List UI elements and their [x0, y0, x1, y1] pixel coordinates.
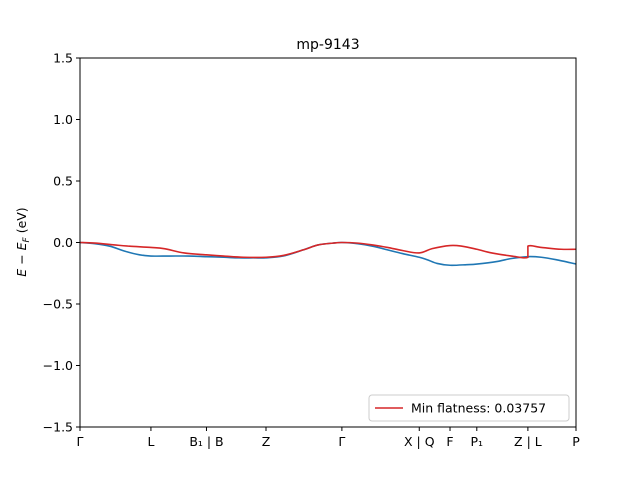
x-tick-label: P [572, 434, 580, 449]
y-tick-label: 1.5 [53, 51, 73, 66]
x-tick-label: Z [262, 434, 271, 449]
y-axis: −1.5 −1.0 −0.5 0.0 0.5 1.0 1.5 [43, 51, 80, 435]
chart-title: mp-9143 [296, 37, 359, 53]
x-tick-label: Γ [338, 434, 345, 449]
plot-frame [79, 57, 577, 428]
x-tick-label: Γ [77, 434, 84, 449]
legend: Min flatness: 0.03757 [368, 394, 570, 422]
legend-label: Min flatness: 0.03757 [411, 401, 546, 416]
x-axis: Γ L B₁ | B Z Γ X | Q F P₁ Z | L P [77, 427, 580, 449]
x-tick-label: F [446, 434, 453, 449]
y-tick-label: 1.0 [53, 112, 73, 127]
x-tick-label: X | Q [404, 434, 435, 449]
x-tick-label: Z | L [514, 434, 542, 449]
y-tick-label: −1.5 [43, 420, 73, 435]
y-tick-label: −0.5 [43, 297, 73, 312]
series-line-1 [79, 241, 577, 259]
y-axis-label: E − EF (eV) [14, 207, 32, 276]
x-tick-label: P₁ [471, 434, 484, 449]
y-tick-label: 0.0 [53, 235, 73, 250]
series-layer [79, 241, 577, 267]
x-tick-label: L [147, 434, 154, 449]
x-tick-label: B₁ | B [189, 434, 223, 449]
y-tick-label: 0.5 [53, 174, 73, 189]
legend-box [368, 394, 570, 422]
y-tick-label: −1.0 [43, 358, 73, 373]
